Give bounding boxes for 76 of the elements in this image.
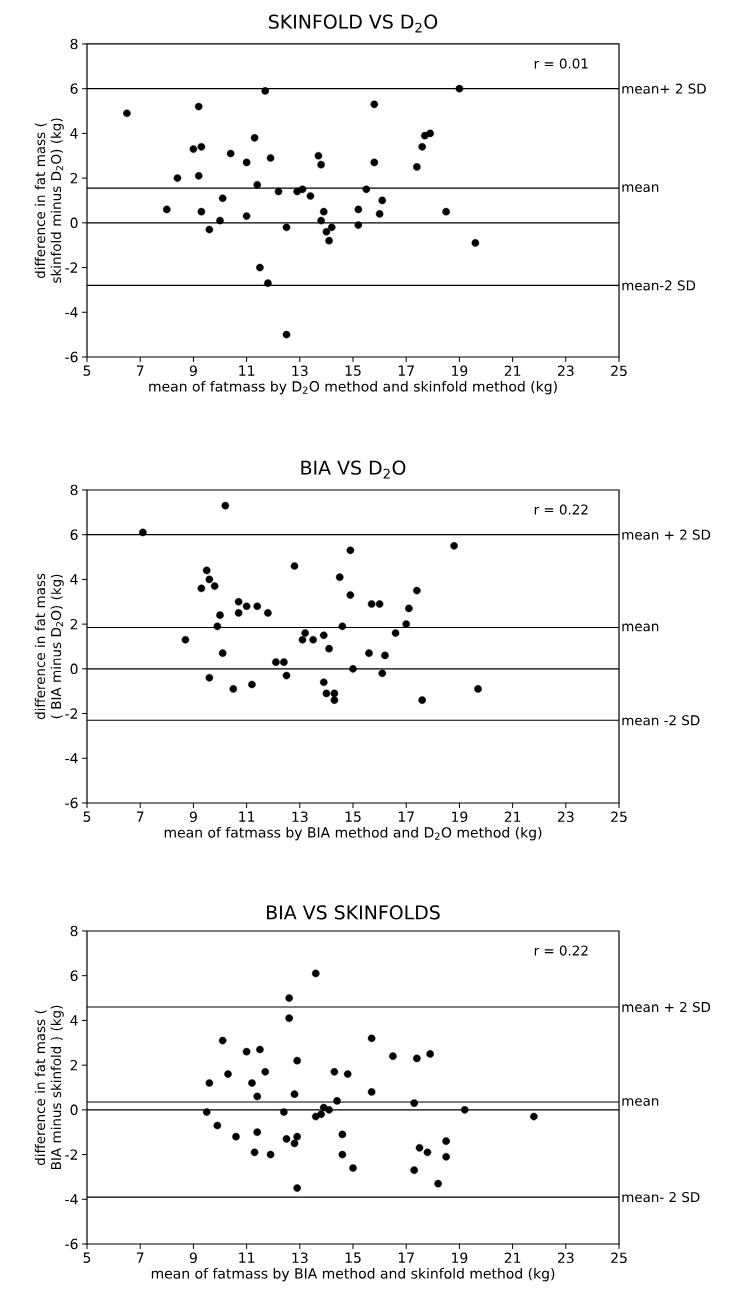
x-tick-label: 25 — [611, 365, 627, 377]
x-tick-label: 23 — [557, 1252, 574, 1264]
y-tick-label: -6 — [65, 1238, 78, 1250]
x-tick-label: 21 — [504, 811, 521, 822]
x-tick-label: 13 — [292, 811, 308, 823]
y-tick-label: 6 — [70, 83, 78, 94]
x-tick-label: 17 — [398, 365, 414, 376]
x-tick-label: 19 — [452, 1252, 468, 1264]
ref-line-label: mean + 2 SD — [622, 1001, 711, 1013]
y-tick-label: -6 — [65, 797, 78, 809]
y-tick-label: 6 — [70, 970, 78, 981]
x-tick-label: 9 — [189, 811, 197, 823]
y-tick-label: 2 — [70, 172, 78, 184]
y-tick-label: -4 — [65, 753, 78, 764]
y-tick-label: -6 — [65, 351, 78, 363]
y-tick-label: 2 — [70, 1059, 78, 1071]
y-tick-label: 0 — [70, 1104, 78, 1116]
x-tick-label: 21 — [504, 1252, 521, 1263]
y-tick-label: -2 — [65, 1149, 78, 1160]
x-tick-label: 11 — [239, 811, 255, 822]
y-tick-label: 0 — [70, 663, 78, 675]
y-tick-label: 0 — [70, 217, 78, 229]
x-tick-label: 5 — [83, 811, 91, 822]
ref-line-label: mean — [622, 623, 659, 632]
x-axis-title: mean of fatmass by D$_{2}$O method and skinfold method (kg) — [149, 380, 557, 395]
x-tick-label: 19 — [452, 811, 468, 823]
y-tick-label: 8 — [70, 484, 78, 496]
chart-title: BIA VS D$_{2}$O — [301, 460, 406, 479]
ref-line-label: mean — [622, 1098, 659, 1106]
y-tick-label: -2 — [65, 708, 78, 719]
x-tick-label: 13 — [292, 365, 308, 377]
x-tick-label: 9 — [189, 365, 197, 377]
x-tick-label: 25 — [611, 1252, 627, 1264]
annotation: r = 0.01 — [534, 58, 588, 69]
y-tick-label: 4 — [70, 1015, 78, 1026]
x-tick-label: 11 — [239, 365, 255, 376]
x-tick-label: 17 — [398, 811, 414, 822]
ref-line-label: mean- 2 SD — [622, 1191, 700, 1203]
x-tick-label: 21 — [504, 365, 521, 376]
x-tick-label: 7 — [136, 365, 144, 376]
annotation: r = 0.22 — [534, 945, 588, 956]
x-tick-label: 7 — [136, 1252, 144, 1263]
ref-line-label: mean + 2 SD — [622, 529, 711, 540]
x-tick-label: 5 — [83, 1252, 91, 1263]
x-tick-label: 5 — [83, 365, 91, 376]
x-tick-label: 11 — [239, 1252, 255, 1263]
y-tick-label: 8 — [70, 925, 78, 937]
ref-line-label: mean+ 2 SD — [622, 83, 706, 94]
chart-title: SKINFOLD VS D$_{2}$O — [269, 14, 438, 33]
x-tick-label: 15 — [345, 365, 361, 376]
x-tick-label: 23 — [557, 365, 574, 377]
ref-line-label: mean — [622, 184, 659, 193]
x-tick-label: 19 — [452, 365, 468, 377]
y-tick-label: -4 — [65, 1194, 78, 1205]
y-axis-title: difference in fat mass ( BIA minus skinfold ) (kg) — [34, 1005, 64, 1169]
x-tick-label: 15 — [345, 1252, 361, 1263]
y-tick-label: 4 — [70, 128, 78, 139]
y-tick-label: 6 — [70, 529, 78, 540]
x-tick-label: 13 — [292, 1252, 308, 1264]
y-tick-label: 4 — [70, 574, 78, 585]
y-tick-label: 8 — [70, 38, 78, 50]
y-tick-label: -4 — [65, 307, 78, 318]
x-tick-label: 23 — [557, 811, 574, 823]
x-tick-label: 15 — [345, 811, 361, 822]
ref-line-label: mean -2 SD — [622, 715, 700, 726]
y-tick-label: -2 — [65, 262, 78, 273]
annotation: r = 0.22 — [534, 504, 588, 515]
chart-title: BIA VS SKINFOLDS — [267, 905, 440, 920]
x-tick-label: 7 — [136, 811, 144, 822]
x-tick-label: 9 — [189, 1252, 197, 1264]
x-axis-title: mean of fatmass by BIA method and D$_{2}$O method (kg) — [164, 826, 542, 841]
ref-line-label: mean-2 SD — [622, 280, 696, 291]
y-tick-label: 2 — [70, 618, 78, 630]
x-tick-label: 17 — [398, 1252, 414, 1263]
x-axis-title: mean of fatmass by BIA method and skinfold method (kg) — [151, 1267, 555, 1282]
x-tick-label: 25 — [611, 811, 627, 823]
